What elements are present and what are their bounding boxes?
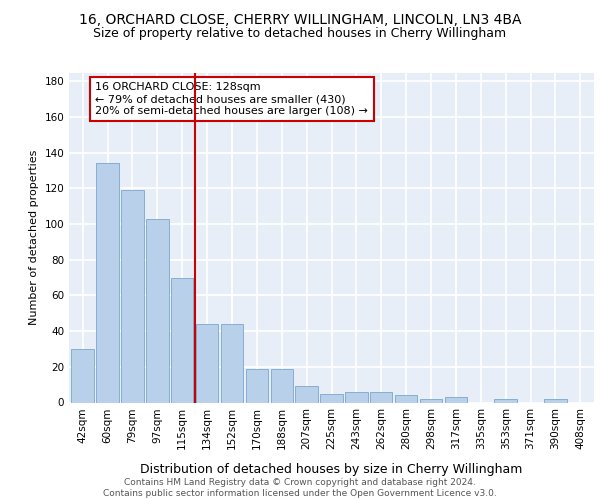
X-axis label: Distribution of detached houses by size in Cherry Willingham: Distribution of detached houses by size … bbox=[140, 464, 523, 476]
Bar bbox=[420, 399, 442, 402]
Bar bbox=[146, 219, 169, 402]
Bar bbox=[370, 392, 392, 402]
Bar bbox=[97, 164, 119, 402]
Text: Contains HM Land Registry data © Crown copyright and database right 2024.
Contai: Contains HM Land Registry data © Crown c… bbox=[103, 478, 497, 498]
Bar bbox=[171, 278, 193, 402]
Bar bbox=[245, 368, 268, 402]
Bar bbox=[271, 368, 293, 402]
Text: Size of property relative to detached houses in Cherry Willingham: Size of property relative to detached ho… bbox=[94, 28, 506, 40]
Bar bbox=[196, 324, 218, 402]
Text: 16 ORCHARD CLOSE: 128sqm
← 79% of detached houses are smaller (430)
20% of semi-: 16 ORCHARD CLOSE: 128sqm ← 79% of detach… bbox=[95, 82, 368, 116]
Bar bbox=[494, 399, 517, 402]
Bar bbox=[320, 394, 343, 402]
Bar bbox=[295, 386, 318, 402]
Bar bbox=[71, 349, 94, 403]
Bar bbox=[221, 324, 243, 402]
Y-axis label: Number of detached properties: Number of detached properties bbox=[29, 150, 39, 325]
Text: 16, ORCHARD CLOSE, CHERRY WILLINGHAM, LINCOLN, LN3 4BA: 16, ORCHARD CLOSE, CHERRY WILLINGHAM, LI… bbox=[79, 12, 521, 26]
Bar bbox=[345, 392, 368, 402]
Bar bbox=[395, 396, 418, 402]
Bar bbox=[544, 399, 566, 402]
Bar bbox=[121, 190, 143, 402]
Bar bbox=[445, 397, 467, 402]
